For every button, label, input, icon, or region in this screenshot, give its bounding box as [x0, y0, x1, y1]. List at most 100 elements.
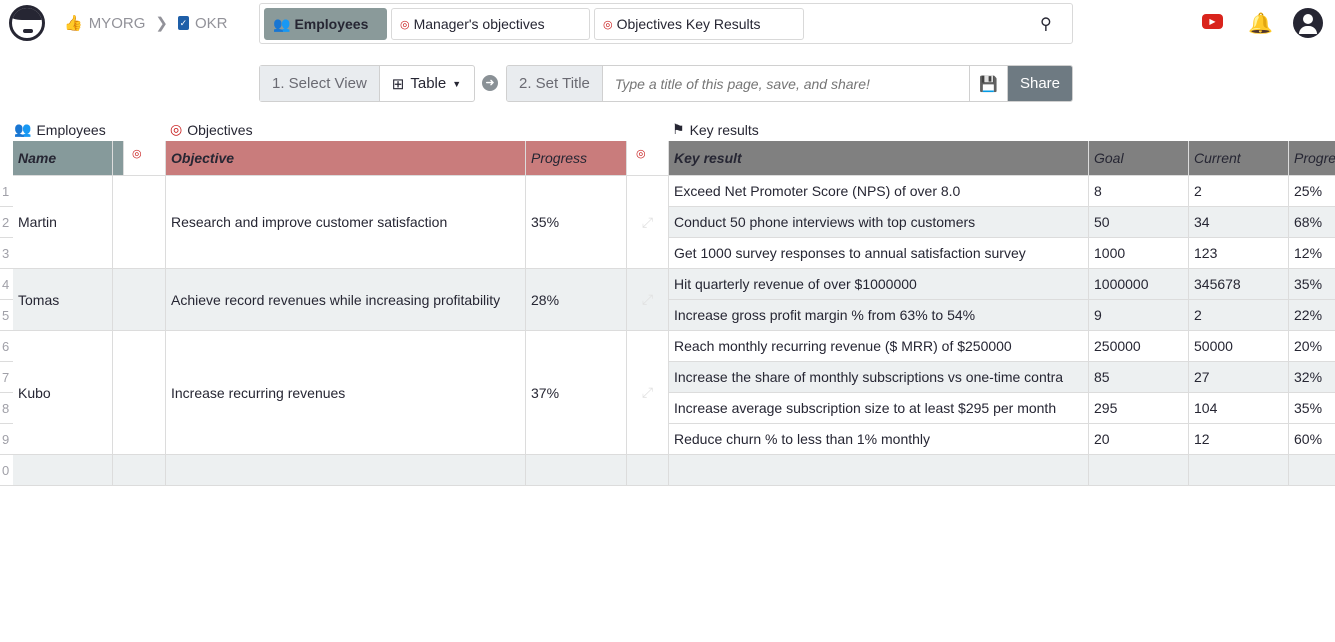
tab-managers-objectives[interactable]: ◎ Manager's objectives — [391, 8, 590, 40]
key-result-cell[interactable]: Increase gross profit margin % from 63% … — [669, 300, 1089, 331]
column-header-current[interactable]: Current — [1189, 141, 1289, 176]
cell-text: Hit quarterly revenue of over $1000000 — [674, 276, 917, 292]
kr-progress-cell[interactable]: 60% — [1289, 424, 1335, 455]
key-result-cell[interactable]: Conduct 50 phone interviews with top cus… — [669, 207, 1089, 238]
objective-cell[interactable]: Achieve record revenues while increasing… — [166, 269, 526, 331]
current-cell[interactable]: 12 — [1189, 424, 1289, 455]
key-result-cell[interactable]: Exceed Net Promoter Score (NPS) of over … — [669, 176, 1089, 207]
cell-text: 7 — [2, 369, 10, 385]
objective-progress-cell[interactable]: 35% — [526, 176, 627, 269]
breadcrumb-doc[interactable]: OKR — [194, 14, 228, 32]
goal-cell[interactable]: 20 — [1089, 424, 1189, 455]
target-users-icon: ◎ — [400, 18, 410, 31]
link-cell — [123, 331, 166, 455]
section-key-results: ⚑ Key results — [672, 121, 759, 138]
cell-text: 345678 — [1194, 276, 1241, 292]
cell-text: 35% — [531, 214, 560, 230]
caret-down-icon: ▼ — [452, 78, 462, 89]
user-account-icon[interactable] — [1293, 8, 1323, 38]
bell-icon[interactable]: 🔔 — [1248, 13, 1273, 35]
goal-cell[interactable]: 85 — [1089, 362, 1189, 393]
goal-cell[interactable]: 1000000 — [1089, 269, 1189, 300]
current-cell[interactable]: 34 — [1189, 207, 1289, 238]
tab-employees[interactable]: 👥 Employees — [264, 8, 387, 40]
compress-icon: ⤢ — [641, 291, 654, 307]
key-result-cell[interactable]: Get 1000 survey responses to annual sati… — [669, 238, 1089, 269]
new-row-cell[interactable] — [669, 455, 1089, 486]
page-title-input[interactable] — [602, 66, 970, 101]
save-icon[interactable]: 💾 — [970, 66, 1008, 101]
select-view-label: 1. Select View — [260, 66, 380, 101]
key-result-cell[interactable]: Increase average subscription size to at… — [669, 393, 1089, 424]
kr-progress-cell[interactable]: 35% — [1289, 269, 1335, 300]
goal-cell[interactable]: 9 — [1089, 300, 1189, 331]
key-result-cell[interactable]: Increase the share of monthly subscripti… — [669, 362, 1089, 393]
key-result-cell[interactable]: Hit quarterly revenue of over $1000000 — [669, 269, 1089, 300]
link-column-icon-users: ◎ — [123, 141, 166, 176]
kr-progress-cell[interactable]: 35% — [1289, 393, 1335, 424]
view-type-value: Table — [410, 75, 447, 92]
new-row-cell[interactable] — [627, 455, 669, 486]
new-row-cell[interactable] — [1189, 455, 1289, 486]
current-cell[interactable]: 2 — [1189, 176, 1289, 207]
kr-progress-cell[interactable]: 22% — [1289, 300, 1335, 331]
view-type-dropdown[interactable]: ⊞ Table ▼ — [380, 66, 473, 101]
objective-progress-cell[interactable]: 37% — [526, 331, 627, 455]
goal-cell[interactable]: 250000 — [1089, 331, 1189, 362]
employee-name-cell[interactable]: Tomas — [13, 269, 113, 331]
tab-objectives-key-results[interactable]: ◎ Objectives Key Results — [594, 8, 804, 40]
column-handle[interactable] — [113, 141, 124, 176]
current-cell[interactable]: 27 — [1189, 362, 1289, 393]
row-number: 2 — [0, 207, 13, 238]
goal-cell[interactable]: 295 — [1089, 393, 1189, 424]
goal-cell[interactable]: 1000 — [1089, 238, 1189, 269]
kr-progress-cell[interactable]: 32% — [1289, 362, 1335, 393]
objective-cell[interactable]: Research and improve customer satisfacti… — [166, 176, 526, 269]
cell-text: 35% — [1294, 276, 1323, 292]
new-row-cell[interactable] — [1089, 455, 1189, 486]
employee-name-cell[interactable]: Martin — [13, 176, 113, 269]
kr-progress-cell[interactable]: 12% — [1289, 238, 1335, 269]
current-cell[interactable]: 2 — [1189, 300, 1289, 331]
row-number: 8 — [0, 393, 13, 424]
current-cell[interactable]: 50000 — [1189, 331, 1289, 362]
new-row-cell[interactable] — [166, 455, 526, 486]
cell-text: Tomas — [18, 291, 60, 308]
arrow-right-circle-icon: ➜ — [482, 75, 498, 91]
column-header-name[interactable]: Name — [13, 141, 113, 176]
kr-progress-cell[interactable]: 68% — [1289, 207, 1335, 238]
new-row-cell[interactable] — [13, 455, 113, 486]
column-header-goal[interactable]: Goal — [1089, 141, 1189, 176]
kr-progress-cell[interactable]: 20% — [1289, 331, 1335, 362]
key-result-cell[interactable]: Reach monthly recurring revenue ($ MRR) … — [669, 331, 1089, 362]
cell-text: 1 — [2, 183, 10, 199]
column-header-kr-progress[interactable]: Progre — [1289, 141, 1335, 176]
column-header-objective[interactable]: Objective — [166, 141, 526, 176]
objective-progress-cell[interactable]: 28% — [526, 269, 627, 331]
new-row-cell[interactable] — [526, 455, 627, 486]
cell-text: Reach monthly recurring revenue ($ MRR) … — [674, 338, 1012, 354]
current-cell[interactable]: 104 — [1189, 393, 1289, 424]
column-header-key-result[interactable]: Key result — [669, 141, 1089, 176]
objective-cell[interactable]: Increase recurring revenues — [166, 331, 526, 455]
youtube-icon[interactable]: ▶ — [1202, 14, 1223, 29]
search-icon[interactable]: ⚲ — [1040, 16, 1052, 33]
employee-name-cell[interactable]: Kubo — [13, 331, 113, 455]
key-result-cell[interactable]: Reduce churn % to less than 1% monthly — [669, 424, 1089, 455]
cell-text: 3 — [2, 245, 10, 261]
current-cell[interactable]: 345678 — [1189, 269, 1289, 300]
cell-text: 27 — [1194, 369, 1210, 385]
column-header-progress[interactable]: Progress — [526, 141, 627, 176]
goal-cell[interactable]: 50 — [1089, 207, 1189, 238]
breadcrumb-org[interactable]: MYORG — [88, 14, 146, 32]
goal-cell[interactable]: 8 — [1089, 176, 1189, 207]
cell-text: 2 — [1194, 183, 1202, 199]
avatar-logo[interactable] — [9, 5, 45, 41]
section-title: Objectives — [187, 121, 253, 138]
new-row-cell[interactable] — [123, 455, 166, 486]
row-number: 7 — [0, 362, 13, 393]
current-cell[interactable]: 123 — [1189, 238, 1289, 269]
share-button[interactable]: Share — [1007, 66, 1072, 101]
new-row-cell[interactable] — [1289, 455, 1335, 486]
kr-progress-cell[interactable]: 25% — [1289, 176, 1335, 207]
